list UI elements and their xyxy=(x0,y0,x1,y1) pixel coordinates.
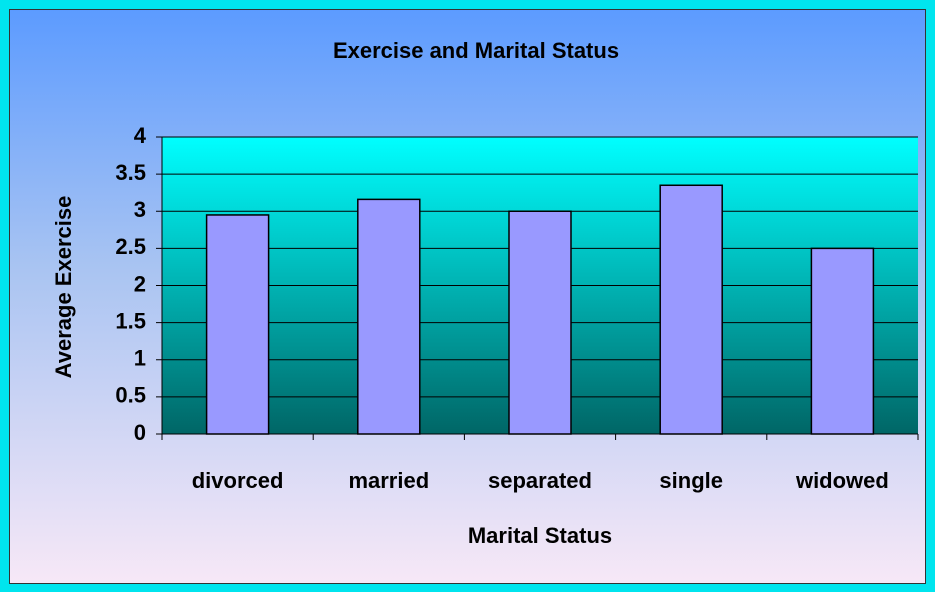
y-axis-label: Average Exercise xyxy=(51,196,76,379)
x-axis-label: Marital Status xyxy=(468,523,612,548)
bar xyxy=(508,210,572,435)
y-tick-label: 4 xyxy=(134,123,147,148)
x-tick-label: divorced xyxy=(192,468,284,493)
x-tick-label: married xyxy=(348,468,429,493)
y-tick-label: 1 xyxy=(134,346,146,371)
y-tick-label: 3 xyxy=(134,197,146,222)
y-tick-label: 3.5 xyxy=(115,160,146,185)
bar xyxy=(357,198,421,435)
y-tick-label: 1.5 xyxy=(115,308,146,333)
x-tick-label: separated xyxy=(488,468,592,493)
chart-title: Exercise and Marital Status xyxy=(333,38,619,63)
y-tick-label: 0.5 xyxy=(115,383,146,408)
y-tick-label: 2 xyxy=(134,271,146,296)
bar xyxy=(810,247,875,435)
bar xyxy=(659,184,723,435)
x-tick-label: widowed xyxy=(795,468,889,493)
y-tick-label: 2.5 xyxy=(115,234,146,259)
x-tick-label: single xyxy=(659,468,723,493)
y-tick-label: 0 xyxy=(134,420,146,445)
bar xyxy=(205,214,270,435)
